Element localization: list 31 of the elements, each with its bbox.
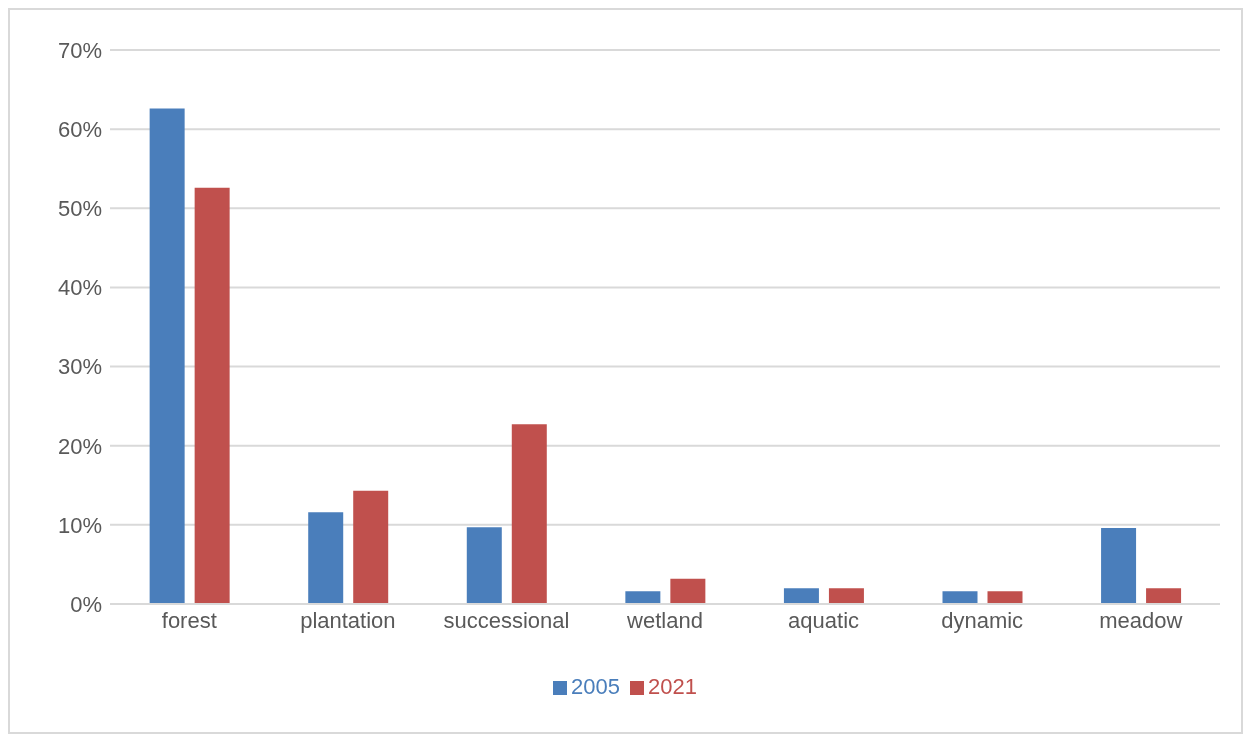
bar: [942, 591, 978, 604]
legend-label: 2005: [571, 674, 620, 699]
bar: [194, 187, 230, 604]
bar: [828, 588, 864, 604]
bar: [511, 424, 547, 604]
y-tick-label: 60%: [57, 116, 102, 142]
y-tick-label: 20%: [57, 433, 102, 459]
bar: [308, 512, 344, 604]
x-tick-label: forest: [161, 607, 217, 633]
bar: [149, 108, 185, 604]
x-tick-label: meadow: [1099, 607, 1183, 633]
y-tick-label: 70%: [57, 37, 102, 63]
legend-label: 2021: [648, 674, 697, 699]
y-tick-label: 0%: [70, 591, 102, 617]
x-tick-label: dynamic: [941, 607, 1024, 633]
bar: [783, 588, 819, 604]
x-tick-label: successional: [443, 607, 570, 633]
y-tick-label: 10%: [57, 512, 102, 538]
bar: [987, 591, 1023, 604]
bar: [1146, 588, 1182, 604]
bar: [1101, 528, 1137, 604]
bar: [670, 578, 706, 604]
y-tick-label: 30%: [57, 354, 102, 380]
bar: [466, 527, 502, 604]
x-tick-label: plantation: [300, 607, 396, 633]
x-tick-label: wetland: [626, 607, 703, 633]
y-tick-label: 40%: [57, 275, 102, 301]
y-tick-label: 50%: [57, 196, 102, 222]
x-tick-label: aquatic: [788, 607, 860, 633]
bar: [625, 591, 661, 604]
bar: [353, 490, 389, 604]
